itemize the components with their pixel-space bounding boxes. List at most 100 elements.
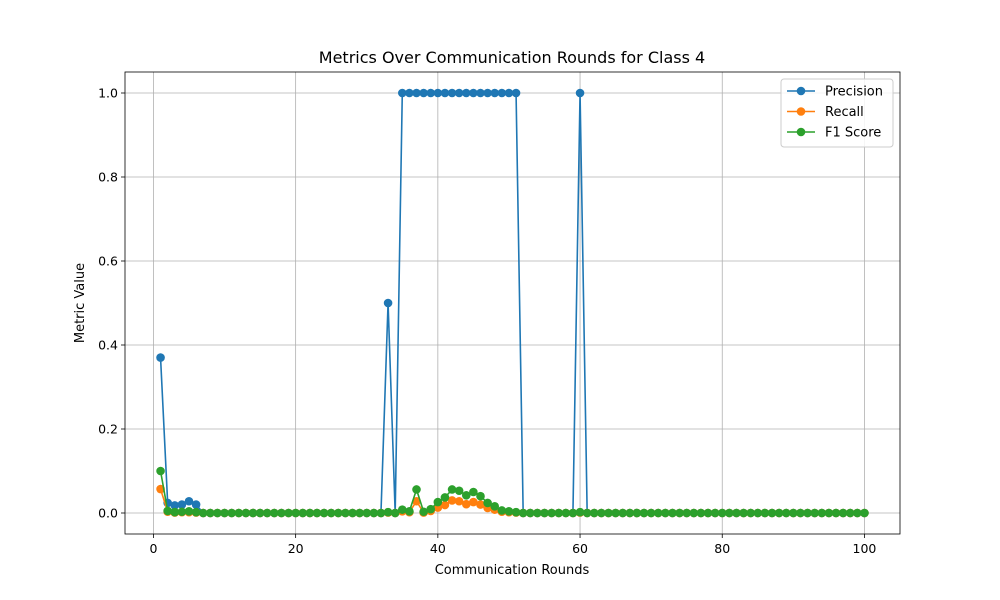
f1-score-point bbox=[319, 508, 329, 518]
f1-score-point bbox=[568, 508, 578, 518]
f1-score-point bbox=[447, 485, 457, 494]
x-axis-label: Communication Rounds bbox=[435, 563, 590, 578]
x-tick-label: 0 bbox=[149, 541, 157, 556]
f1-score-point bbox=[781, 508, 791, 518]
f1-score-point bbox=[241, 508, 251, 518]
f1-score-point bbox=[646, 508, 656, 518]
f1-score-point bbox=[696, 508, 706, 518]
f1-score-point bbox=[518, 508, 528, 518]
f1-score-point bbox=[405, 507, 414, 516]
f1-score-point bbox=[326, 508, 336, 518]
chart-title: Metrics Over Communication Rounds for Cl… bbox=[319, 48, 705, 67]
f1-score-point bbox=[220, 508, 229, 518]
recall-point bbox=[412, 496, 421, 506]
precision-point bbox=[440, 88, 450, 98]
series-f1-score bbox=[156, 466, 869, 518]
recall-point bbox=[440, 500, 450, 510]
f1-score-point bbox=[376, 508, 386, 518]
f1-score-point bbox=[156, 466, 165, 476]
f1-score-point bbox=[262, 508, 272, 518]
f1-score-point bbox=[739, 508, 748, 518]
recall-point bbox=[469, 497, 478, 507]
legend-item-recall: Recall bbox=[787, 105, 864, 120]
f1-score-point bbox=[483, 498, 492, 508]
x-tick-label: 60 bbox=[572, 541, 588, 556]
f1-score-point bbox=[547, 508, 556, 518]
precision-point bbox=[504, 88, 514, 98]
f1-score-point bbox=[270, 508, 279, 518]
x-tick-label: 40 bbox=[430, 541, 446, 556]
legend-item-f1-score: F1 Score bbox=[787, 126, 881, 141]
f1-score-point bbox=[504, 507, 514, 516]
f1-score-point bbox=[732, 508, 741, 518]
f1-score-point bbox=[717, 508, 727, 518]
f1-score-point bbox=[810, 508, 819, 518]
precision-point bbox=[433, 88, 443, 98]
legend: Precision Recall F1 Score bbox=[780, 78, 894, 148]
plot-series bbox=[156, 88, 869, 518]
x-tick-label: 100 bbox=[853, 541, 877, 556]
f1-score-point bbox=[845, 508, 855, 518]
x-tick-label: 80 bbox=[714, 541, 730, 556]
y-axis-label: Metric Value bbox=[73, 263, 88, 343]
f1-score-point bbox=[689, 508, 699, 518]
f1-score-point bbox=[803, 508, 812, 518]
precision-point bbox=[490, 88, 500, 98]
precision-point bbox=[575, 88, 585, 98]
f1-score-point bbox=[632, 508, 642, 518]
precision-point bbox=[156, 353, 165, 362]
f1-score-point bbox=[291, 508, 300, 518]
precision-point bbox=[170, 501, 180, 510]
f1-score-point bbox=[753, 508, 763, 518]
f1-score-point bbox=[796, 508, 805, 518]
f1-score-point bbox=[817, 508, 827, 518]
f1-score-point bbox=[675, 508, 684, 518]
y-tick-label: 0.6 bbox=[98, 254, 118, 269]
f1-score-point bbox=[511, 507, 521, 517]
recall-point bbox=[476, 500, 485, 509]
f1-score-point bbox=[454, 486, 464, 496]
precision-point bbox=[461, 88, 471, 98]
f1-score-point bbox=[618, 508, 628, 518]
legend-label-precision: Precision bbox=[825, 85, 883, 100]
f1-score-point bbox=[525, 508, 535, 518]
precision-point bbox=[447, 88, 457, 98]
f1-score-point bbox=[575, 507, 585, 517]
f1-score-point bbox=[248, 508, 258, 518]
f1-score-point bbox=[198, 508, 208, 518]
precision-point bbox=[177, 500, 187, 509]
f1-score-point bbox=[312, 508, 322, 518]
f1-score-point bbox=[860, 508, 869, 518]
f1-score-point bbox=[604, 508, 613, 518]
f1-score-point bbox=[760, 508, 770, 518]
f1-score-point bbox=[206, 508, 215, 518]
f1-score-point bbox=[362, 508, 372, 518]
precision-point bbox=[405, 88, 414, 98]
f1-score-point bbox=[703, 508, 713, 518]
precision-point bbox=[476, 88, 485, 98]
f1-score-point bbox=[853, 508, 862, 518]
x-tick-label: 20 bbox=[288, 541, 304, 556]
precision-point bbox=[426, 88, 436, 98]
precision-point bbox=[469, 88, 478, 98]
f1-score-point bbox=[725, 508, 734, 518]
recall-point bbox=[454, 496, 464, 506]
recall-point bbox=[447, 496, 457, 505]
precision-point bbox=[483, 88, 492, 98]
f1-score-point bbox=[767, 508, 777, 518]
f1-score-point bbox=[533, 508, 542, 518]
legend-item-precision: Precision bbox=[787, 85, 883, 100]
f1-score-point bbox=[369, 508, 379, 518]
f1-score-point bbox=[469, 487, 478, 497]
axis-ticks: 0 20 40 60 80 100 0.0 0.2 0.4 0.6 0.8 1.0 bbox=[98, 86, 876, 557]
precision-point bbox=[383, 298, 393, 308]
f1-score-point bbox=[625, 508, 635, 518]
legend-box bbox=[780, 78, 894, 148]
series-precision bbox=[156, 88, 869, 518]
precision-point bbox=[497, 88, 507, 98]
precision-point bbox=[454, 88, 464, 98]
f1-score-point bbox=[213, 508, 222, 518]
f1-score-point bbox=[831, 508, 841, 518]
precision-line bbox=[159, 92, 865, 514]
